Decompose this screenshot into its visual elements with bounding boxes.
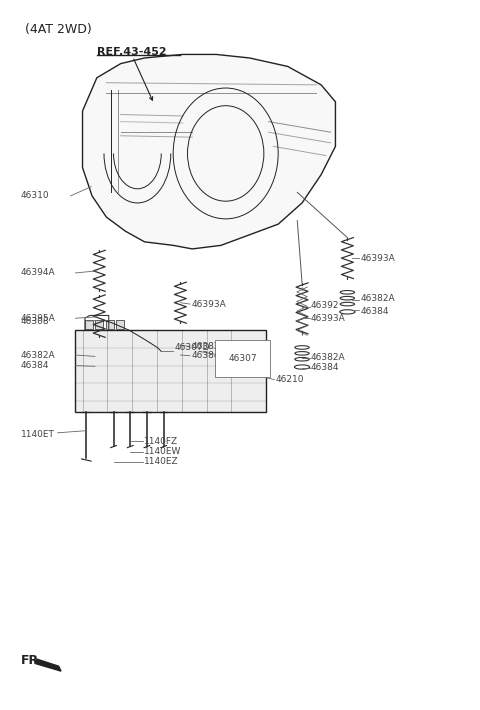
Text: 46308: 46308 bbox=[21, 317, 49, 326]
Text: 46384: 46384 bbox=[21, 361, 49, 370]
Polygon shape bbox=[35, 659, 61, 671]
Text: 46384: 46384 bbox=[360, 307, 389, 316]
FancyBboxPatch shape bbox=[75, 330, 266, 412]
Text: 46382A: 46382A bbox=[192, 342, 226, 351]
Text: 46393A: 46393A bbox=[192, 300, 226, 309]
Text: 46210: 46210 bbox=[276, 376, 304, 384]
Text: 1140FZ: 1140FZ bbox=[144, 437, 178, 446]
Text: 46382A: 46382A bbox=[311, 353, 345, 361]
Text: 46382A: 46382A bbox=[360, 294, 395, 303]
Bar bbox=[116, 320, 124, 329]
Text: 46384: 46384 bbox=[192, 351, 220, 360]
Text: 46393A: 46393A bbox=[311, 314, 346, 323]
Text: 46310: 46310 bbox=[21, 192, 49, 200]
Text: 46394A: 46394A bbox=[21, 268, 55, 278]
Text: 1140EW: 1140EW bbox=[144, 447, 181, 457]
Circle shape bbox=[156, 344, 166, 359]
Text: 46307D: 46307D bbox=[174, 344, 210, 352]
Text: 1140EZ: 1140EZ bbox=[144, 457, 178, 466]
Bar bbox=[106, 320, 114, 329]
Text: 1140ET: 1140ET bbox=[21, 430, 54, 439]
Text: FR.: FR. bbox=[21, 654, 44, 667]
Text: (4AT 2WD): (4AT 2WD) bbox=[25, 23, 92, 36]
Bar bbox=[85, 320, 93, 329]
Text: 46392: 46392 bbox=[311, 301, 339, 310]
Bar bbox=[96, 320, 103, 329]
Text: 46393A: 46393A bbox=[360, 253, 395, 263]
Text: 46395A: 46395A bbox=[21, 314, 55, 323]
Text: REF.43-452: REF.43-452 bbox=[97, 48, 167, 58]
Polygon shape bbox=[83, 55, 336, 249]
Circle shape bbox=[153, 339, 170, 364]
Text: 46307: 46307 bbox=[228, 354, 257, 363]
Text: 46382A: 46382A bbox=[21, 351, 55, 359]
Text: 46384: 46384 bbox=[311, 364, 339, 372]
